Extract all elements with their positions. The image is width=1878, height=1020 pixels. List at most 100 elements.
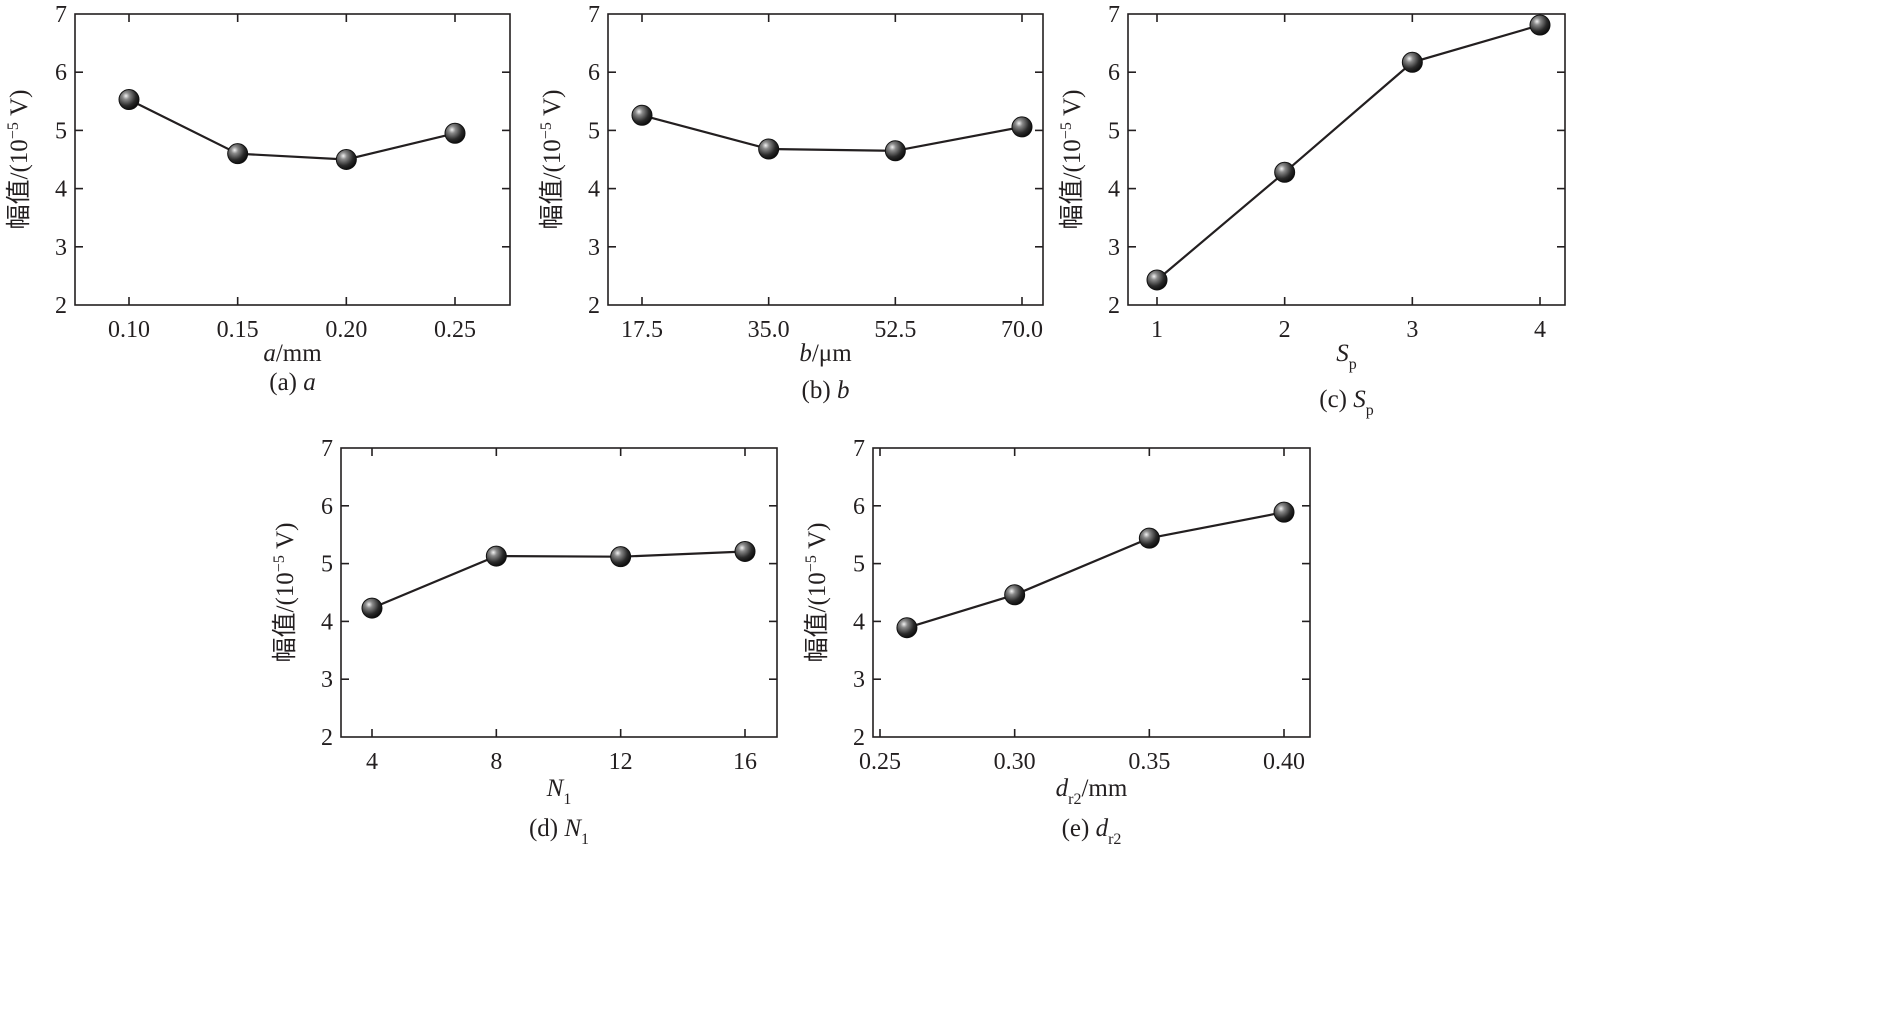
x-tick-label: 0.15 — [217, 317, 259, 343]
y-tick-label: 6 — [588, 60, 600, 86]
y-tick-label: 5 — [55, 118, 67, 144]
series-line — [906, 511, 1285, 629]
data-point — [1273, 501, 1295, 523]
x-axis-title: b/μm — [799, 340, 852, 367]
x-tick-label: 16 — [733, 749, 757, 775]
y-tick-label: 6 — [853, 494, 865, 520]
panel-d: 2 3 4 5 6 7 4 8 12 16 幅值/(10−5 V) N1 (d) N1 — [271, 436, 778, 848]
data-point — [1401, 51, 1423, 73]
data-point — [1274, 161, 1296, 183]
x-tick-label: 1 — [1151, 317, 1163, 343]
x-tick-label: 2 — [1279, 317, 1291, 343]
x-tick-label: 0.10 — [108, 317, 150, 343]
y-tick-label: 4 — [853, 609, 865, 635]
x-tick-label: 8 — [490, 749, 502, 775]
y-tick-label: 4 — [588, 177, 600, 203]
x-tick-label: 52.5 — [874, 317, 916, 343]
plot-frame — [1127, 13, 1566, 306]
data-point — [1138, 527, 1160, 549]
x-tick-label: 0.40 — [1263, 749, 1305, 775]
y-tick-label: 7 — [588, 2, 600, 28]
y-tick-label: 3 — [1108, 235, 1120, 261]
panel-b: 2 3 4 5 6 7 17.5 35.0 52.5 70.0 幅值/(10−5 V) b/μm (b)… — [538, 2, 1044, 404]
data-point — [335, 149, 357, 170]
panel-a: 2 3 4 5 6 7 0.10 0.15 0.20 0.25 幅值/(10−5 V) a/mm(a)… — [5, 2, 511, 396]
x-tick-label: 12 — [609, 749, 633, 775]
x-tick-label: 4 — [1534, 317, 1546, 343]
data-point — [485, 545, 507, 567]
panel-caption: (b) b — [802, 377, 850, 404]
y-tick-label: 3 — [853, 667, 865, 693]
series-line — [128, 98, 456, 161]
data-point — [1011, 116, 1033, 138]
data-point — [361, 597, 383, 619]
y-tick-label: 7 — [55, 2, 67, 28]
data-point — [884, 140, 906, 162]
x-tick-label: 0.20 — [325, 317, 367, 343]
series-line — [371, 550, 746, 610]
x-tick-label: 35.0 — [748, 317, 790, 343]
data-point — [896, 617, 918, 639]
y-axis-title: 幅值/(10−5 V) — [803, 523, 831, 663]
y-tick-label: 6 — [1108, 60, 1120, 86]
data-point — [227, 143, 249, 165]
x-axis-title: a/mm — [263, 340, 322, 367]
x-axis-title: Sp — [1336, 340, 1357, 373]
x-tick-label: 0.25 — [434, 317, 476, 343]
y-tick-label: 5 — [588, 118, 600, 144]
panel-caption: (d) N1 — [529, 815, 589, 848]
y-tick-label: 2 — [853, 725, 865, 751]
panel-c: 2 3 4 5 6 7 1 2 3 4 幅值/(10−5 V) Sp (c) Sp — [1058, 2, 1566, 419]
x-axis-title: dr2/mm — [1056, 775, 1128, 808]
data-point — [444, 122, 466, 144]
x-axis-title: N1 — [546, 775, 572, 808]
y-tick-label: 4 — [1108, 177, 1120, 203]
data-point — [1146, 269, 1168, 291]
y-axis-title: 幅值/(10−5 V) — [1058, 90, 1086, 230]
x-tick-label: 4 — [366, 749, 378, 775]
plot-frame — [74, 13, 511, 306]
y-tick-label: 3 — [55, 235, 67, 261]
data-point — [758, 138, 780, 160]
y-tick-label: 3 — [321, 667, 333, 693]
y-axis-title: 幅值/(10−5 V) — [271, 523, 299, 663]
panel-e: 2 3 4 5 6 7 0.25 0.30 0.35 0.40 幅值/(10−5 V) dr2/mm (… — [803, 436, 1311, 848]
y-tick-label: 7 — [321, 436, 333, 462]
y-tick-label: 5 — [853, 552, 865, 578]
panel-caption: (e) dr2 — [1062, 815, 1122, 848]
y-tick-label: 3 — [588, 235, 600, 261]
y-axis-title: 幅值/(10−5 V) — [538, 90, 566, 230]
x-tick-label: 0.25 — [859, 749, 901, 775]
y-tick-label: 2 — [1108, 293, 1120, 319]
x-tick-label: 0.35 — [1128, 749, 1170, 775]
series-line — [1156, 24, 1541, 281]
data-point — [734, 540, 756, 562]
y-tick-label: 5 — [1108, 118, 1120, 144]
y-tick-label: 4 — [321, 609, 333, 635]
x-tick-label: 0.30 — [994, 749, 1036, 775]
data-point — [118, 89, 140, 111]
y-tick-label: 2 — [55, 293, 67, 319]
y-tick-label: 4 — [55, 177, 67, 203]
plot-frame — [607, 13, 1044, 306]
y-axis-title: 幅值/(10−5 V) — [5, 90, 33, 230]
x-tick-label: 17.5 — [621, 317, 663, 343]
panel-caption: (a) a — [269, 369, 316, 396]
y-tick-label: 6 — [55, 60, 67, 86]
x-tick-label: 3 — [1406, 317, 1418, 343]
plot-frame — [340, 447, 778, 738]
series-line — [641, 114, 1023, 152]
y-tick-label: 7 — [1108, 2, 1120, 28]
y-tick-label: 2 — [321, 725, 333, 751]
data-point — [610, 546, 632, 568]
plot-frame — [872, 447, 1311, 738]
data-point — [631, 104, 653, 126]
panel-caption: (c) Sp — [1319, 386, 1374, 419]
data-point — [1004, 584, 1026, 606]
data-point — [1529, 14, 1551, 36]
y-tick-label: 6 — [321, 494, 333, 520]
y-tick-label: 5 — [321, 552, 333, 578]
y-tick-label: 2 — [588, 293, 600, 319]
y-tick-label: 7 — [853, 436, 865, 462]
